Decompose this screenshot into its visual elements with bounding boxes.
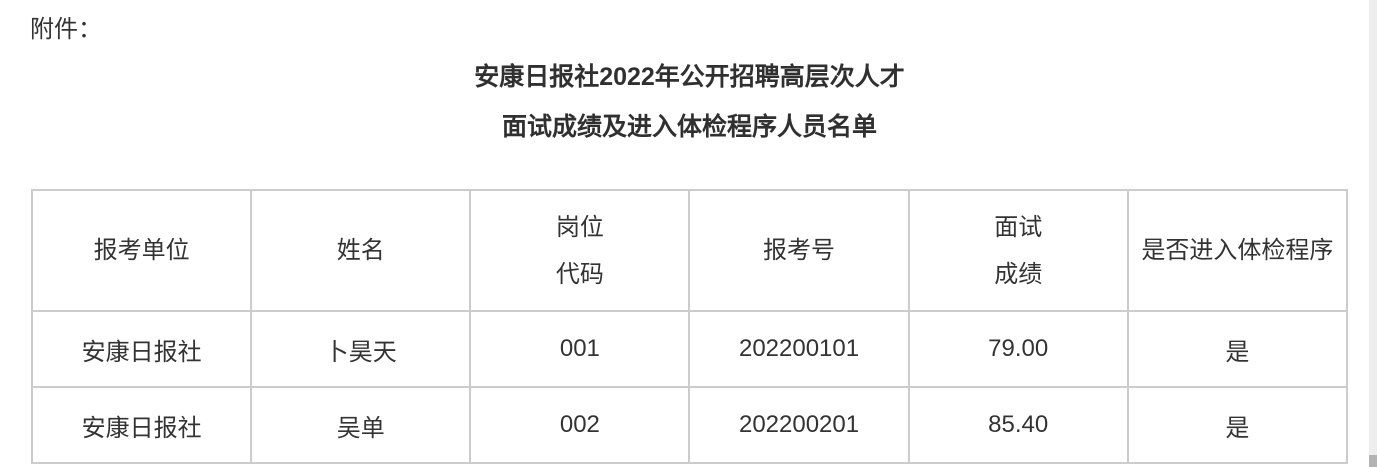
cell-interview-score: 79.00: [907, 310, 1129, 388]
column-header-medical-check: 是否进入体检程序: [1126, 189, 1349, 312]
cell-name: 卜昊天: [250, 310, 472, 388]
cell-medical-check: 是: [1126, 386, 1349, 464]
column-header-application-no: 报考号: [688, 189, 910, 312]
cell-job-code: 001: [469, 310, 691, 388]
table-row: 安康日报社 卜昊天 001 202200101 79.00 是: [30, 310, 1349, 388]
cell-job-code: 002: [469, 386, 691, 464]
vertical-scrollbar[interactable]: [1369, 0, 1377, 467]
page-title-line-2: 面试成绩及进入体检程序人员名单: [501, 113, 877, 141]
table-row: 安康日报社 吴单 002 202200201 85.40 是: [30, 386, 1349, 464]
page-title-line-1: 安康日报社2022年公开招聘高层次人才: [474, 63, 905, 91]
cell-unit: 安康日报社: [30, 310, 253, 388]
cell-unit: 安康日报社: [30, 386, 253, 464]
cell-application-no: 202200201: [688, 386, 910, 464]
scrollbar-thumb[interactable]: [1369, 455, 1377, 467]
table-body: 安康日报社 卜昊天 001 202200101 79.00 是安康日报社 吴单 002 2022…: [30, 310, 1349, 464]
cell-name: 吴单: [250, 386, 472, 464]
results-table: 报考单位 姓名 岗位 代码 报考号 面试 成绩 是否进入体检程序 安康日报社 卜昊天 001 202…: [30, 189, 1349, 464]
column-header-job-code: 岗位 代码: [469, 189, 691, 312]
cell-interview-score: 85.40: [907, 386, 1129, 464]
column-header-name: 姓名: [250, 189, 472, 312]
column-header-unit: 报考单位: [30, 189, 253, 312]
table-head: 报考单位 姓名 岗位 代码 报考号 面试 成绩 是否进入体检程序: [30, 189, 1349, 312]
cell-application-no: 202200101: [688, 310, 910, 388]
attachment-label: 附件：: [30, 16, 102, 43]
column-header-interview-score: 面试 成绩: [907, 189, 1129, 312]
table-header-row: 报考单位 姓名 岗位 代码 报考号 面试 成绩 是否进入体检程序: [30, 189, 1349, 312]
cell-medical-check: 是: [1126, 310, 1349, 388]
